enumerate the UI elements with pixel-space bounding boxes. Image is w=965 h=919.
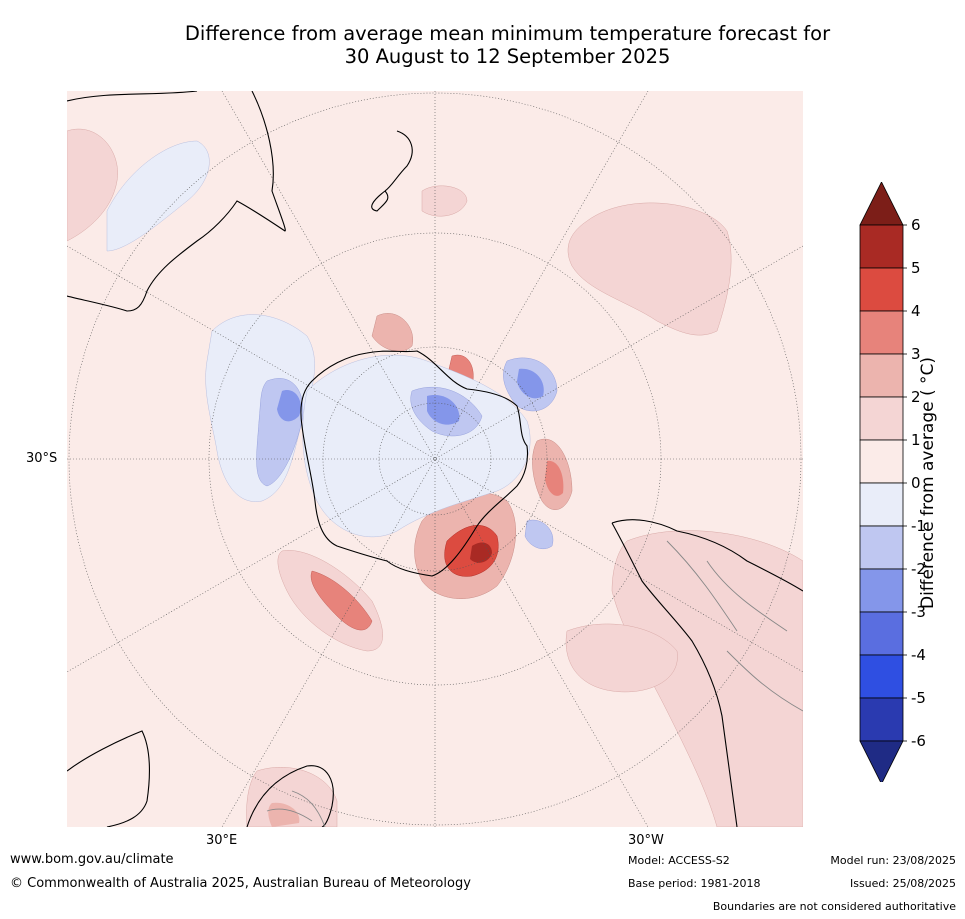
colorbar-segment-10 <box>859 654 904 699</box>
meridian-60w <box>67 245 803 673</box>
graticule <box>67 91 803 827</box>
south-america-coastline <box>611 519 803 827</box>
new-zealand-north <box>384 130 413 192</box>
warm-area-ross <box>371 313 414 352</box>
cool-area-pacific-core <box>427 395 460 425</box>
forecast-map <box>67 91 803 827</box>
colorbar-title: Difference from average ( °C) <box>918 356 938 610</box>
coastlines <box>67 91 803 827</box>
colorbar-segment-8 <box>859 568 904 613</box>
colorbar-tick-label-7: -1 <box>911 517 926 535</box>
anomaly-regions <box>67 128 803 827</box>
colorbar-segment-4 <box>859 396 904 441</box>
colorbar-top-arrow <box>859 181 904 226</box>
colorbar-tick-label-1: 5 <box>911 259 921 277</box>
lat-circle-0 <box>68 92 802 826</box>
warm-area-south-atlantic <box>565 623 678 693</box>
footer-disclaimer: Boundaries are not considered authoritat… <box>712 900 956 913</box>
title-line-1: Difference from average mean minimum tem… <box>184 22 831 45</box>
meridian-30w <box>221 91 649 827</box>
label-30e: 30°E <box>206 833 238 848</box>
colorbar-segment-5 <box>859 439 904 484</box>
label-30s: 30°S <box>26 451 58 466</box>
cool-area-south-atlantic <box>524 519 554 550</box>
map-svg <box>67 91 803 827</box>
colorbar-segment-0 <box>859 224 904 269</box>
colorbar-tick-label-0: 6 <box>911 216 921 234</box>
map-title: Difference from average mean minimum tem… <box>0 22 965 68</box>
footer-website[interactable]: www.bom.gov.au/climate <box>10 852 174 867</box>
colorbar-segment-1 <box>859 267 904 312</box>
south-america-borders <box>666 540 803 712</box>
cool-area-indian-ocean-core <box>277 390 301 422</box>
colorbar-tick-label-11: -5 <box>911 689 926 707</box>
footer-issued: Issued: 25/08/2025 <box>849 877 956 890</box>
antarctica-coastline <box>300 350 529 577</box>
warm-area-pacific-east <box>567 202 732 336</box>
warm-area-north-west <box>67 128 118 242</box>
colorbar-tick-label-2: 4 <box>911 302 921 320</box>
warm-area-south-america <box>611 530 803 827</box>
new-zealand-south <box>371 190 389 212</box>
colorbar-tick-label-4: 2 <box>911 388 921 406</box>
footer-base-period: Base period: 1981-2018 <box>628 877 761 890</box>
colorbar-segment-7 <box>859 525 904 570</box>
colorbar-tick-label-12: -6 <box>911 732 926 750</box>
boundaries <box>266 540 803 827</box>
footer-model: Model: ACCESS-S2 <box>628 854 730 867</box>
colorbar-segment-9 <box>859 611 904 656</box>
cool-area-antarctica <box>302 354 531 538</box>
meridian-60e <box>67 245 803 673</box>
africa-borders <box>266 790 326 827</box>
colorbar-segment-2 <box>859 310 904 355</box>
meridian-30e <box>221 91 649 827</box>
warm-area-near-nz <box>421 185 468 217</box>
australia-coastline <box>67 91 286 312</box>
colorbar-bottom-arrow <box>859 740 904 785</box>
colorbar-tick-label-10: -4 <box>911 646 926 664</box>
africa-coastline <box>67 730 334 827</box>
warm-area-drake-core <box>545 460 564 496</box>
warm-area-weddell-peak <box>470 542 492 563</box>
colorbar-tick-label-5: 1 <box>911 431 921 449</box>
cool-area-australia <box>106 140 210 252</box>
colorbar-segment-6 <box>859 482 904 527</box>
footer-model-run: Model run: 23/08/2025 <box>830 854 956 867</box>
colorbar-tick-label-3: 3 <box>911 345 921 363</box>
colorbar-tick-label-6: 0 <box>911 474 921 492</box>
colorbar-tick-label-8: -2 <box>911 560 926 578</box>
colorbar-segment-11 <box>859 697 904 742</box>
footer-copyright: © Commonwealth of Australia 2025, Austra… <box>10 876 471 891</box>
title-line-2: 30 August to 12 September 2025 <box>344 45 671 68</box>
colorbar: 6 5 4 3 2 1 0 -1 -2 -3 -4 -5 -6 <box>858 181 965 785</box>
colorbar-segment-3 <box>859 353 904 398</box>
warm-area-indian-ocean-core <box>310 570 373 631</box>
cool-area-bellingshausen-core <box>517 368 544 399</box>
colorbar-svg: 6 5 4 3 2 1 0 -1 -2 -3 -4 -5 -6 <box>859 181 926 785</box>
label-30w: 30°W <box>628 833 664 848</box>
colorbar-tick-label-9: -3 <box>911 603 926 621</box>
